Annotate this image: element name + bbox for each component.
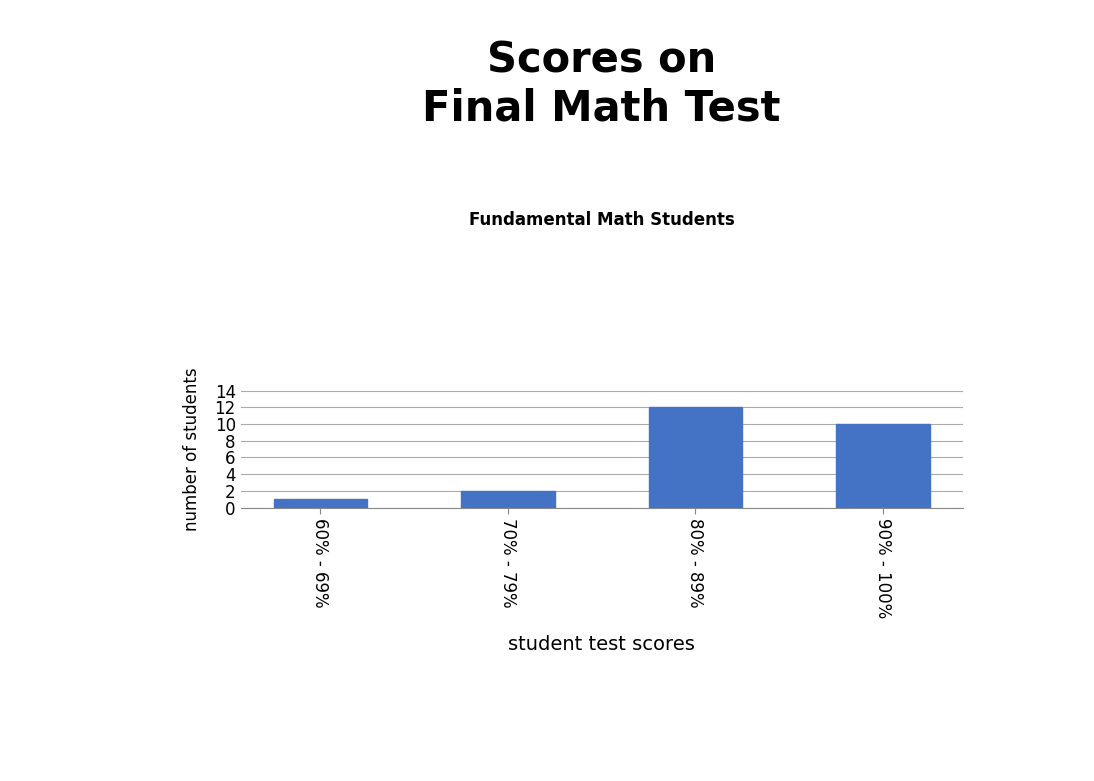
Bar [836,424,930,508]
Text: Fundamental Math Students: Fundamental Math Students [469,211,734,229]
Y-axis label: number of students: number of students [183,367,200,531]
Text: Scores on
Final Math Test: Scores on Final Math Test [422,39,781,130]
Bar [649,407,743,508]
Bar [461,491,555,508]
X-axis label: student test scores: student test scores [509,635,695,654]
Bar [274,499,368,508]
